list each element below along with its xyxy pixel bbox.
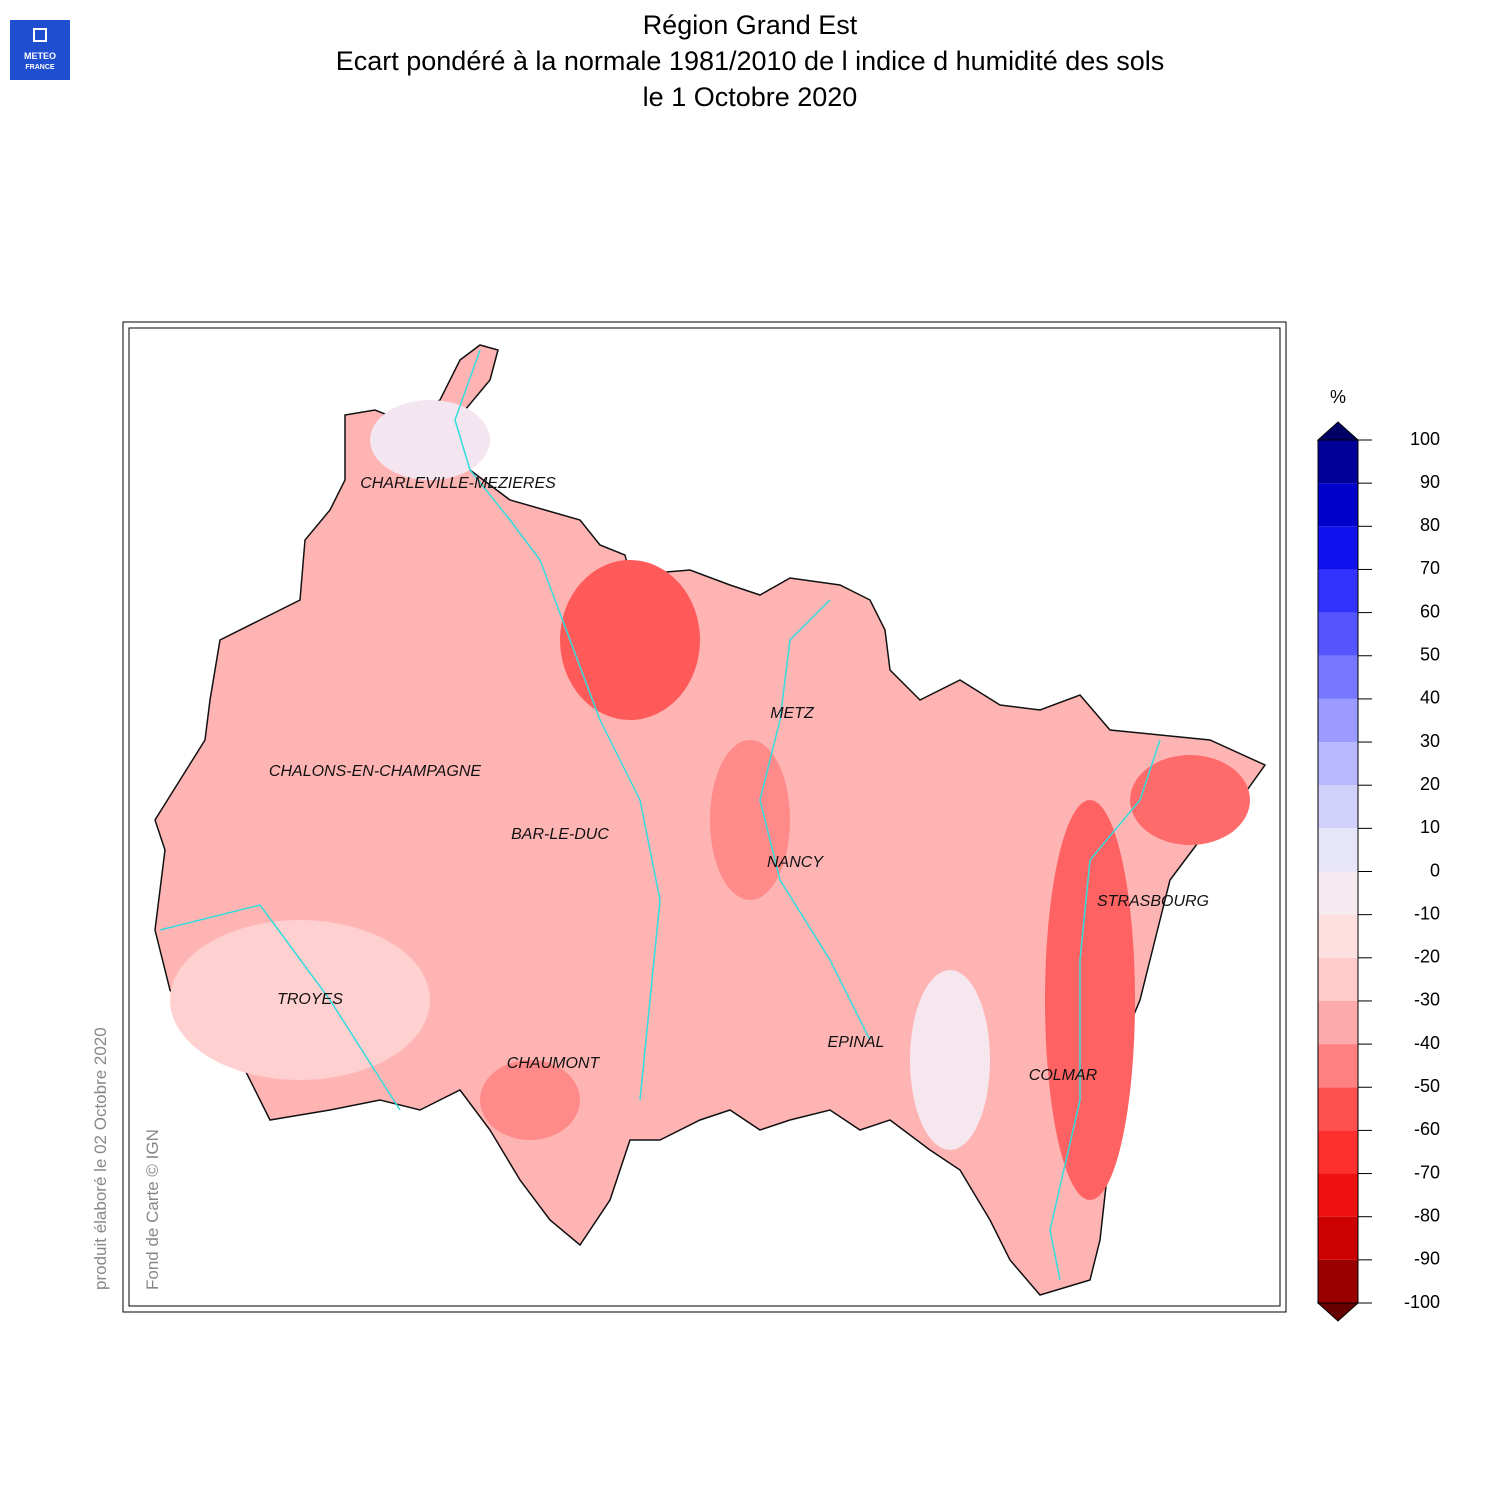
city-label: CHALONS-EN-CHAMPAGNE — [269, 763, 482, 780]
title: Ecart pondéré à la normale 1981/2010 de … — [336, 46, 1165, 76]
zone — [1045, 800, 1135, 1200]
legend-tick-label: -20 — [1414, 947, 1440, 967]
river — [159, 904, 401, 1111]
legend-tick-label: 10 — [1420, 817, 1440, 837]
legend-bin — [1318, 742, 1358, 786]
legend-tick-label: 80 — [1420, 515, 1440, 535]
legend-bin — [1318, 1000, 1358, 1045]
legend-tick-label: -10 — [1414, 903, 1440, 923]
legend-bin — [1318, 1173, 1358, 1217]
legend-bin — [1318, 569, 1358, 613]
legend-tick-label: -100 — [1404, 1292, 1440, 1312]
legend-bin — [1318, 1259, 1358, 1303]
legend-bin — [1318, 1216, 1358, 1260]
city-label: NANCY — [767, 854, 824, 871]
legend-tick-label: -80 — [1414, 1205, 1440, 1225]
legend-tick-label: 70 — [1420, 558, 1440, 578]
legend-tick-label: 0 — [1430, 860, 1440, 880]
city-label: BAR-LE-DUC — [511, 826, 609, 843]
logo-text: FRANCE — [25, 64, 54, 71]
legend-tick-label: 30 — [1420, 731, 1440, 751]
credit: Fond de Carte © IGN — [143, 1129, 162, 1290]
zone — [370, 400, 490, 480]
legend-bin — [1318, 1130, 1358, 1174]
legend-tick-label: -90 — [1414, 1249, 1440, 1269]
zone — [170, 920, 430, 1080]
legend-bin — [1318, 785, 1358, 829]
legend-bin — [1318, 698, 1358, 743]
legend-bin — [1318, 1044, 1358, 1088]
map-frame — [128, 327, 1281, 1307]
zone — [1130, 755, 1250, 845]
legend-bin — [1318, 871, 1358, 915]
title: Région Grand Est — [643, 10, 858, 40]
logo-text: METEO — [24, 51, 56, 61]
legend-tick-label: -60 — [1414, 1119, 1440, 1139]
logo-icon — [33, 28, 47, 42]
river — [759, 599, 871, 1041]
legend-bin — [1318, 655, 1358, 699]
legend-tick-label: 90 — [1420, 472, 1440, 492]
zone — [710, 740, 790, 900]
legend-tick-label: -70 — [1414, 1162, 1440, 1182]
city-label: CHARLEVILLE-MEZIERES — [360, 475, 556, 492]
legend-tick-label: -30 — [1414, 990, 1440, 1010]
city-label: CHAUMONT — [507, 1055, 601, 1072]
river — [454, 349, 661, 1101]
city-label: TROYES — [277, 991, 343, 1008]
title: le 1 Octobre 2020 — [643, 82, 858, 112]
legend-tick-label: 100 — [1410, 429, 1440, 449]
legend-bin — [1318, 612, 1358, 656]
river — [1049, 739, 1161, 1281]
legend-bin — [1318, 483, 1358, 527]
legend-bin — [1318, 526, 1358, 570]
zone — [480, 1060, 580, 1140]
legend-over — [1316, 421, 1360, 441]
legend-tick-label: 20 — [1420, 774, 1440, 794]
legend-bin — [1318, 957, 1358, 1001]
city-label: COLMAR — [1029, 1067, 1098, 1084]
legend-tick-label: 40 — [1420, 688, 1440, 708]
zone — [560, 560, 700, 720]
legend-tick-label: 50 — [1420, 645, 1440, 665]
legend-bin — [1318, 1087, 1358, 1131]
zone — [910, 970, 990, 1150]
city-label: METZ — [770, 705, 815, 722]
map-frame — [122, 321, 1287, 1313]
legend-bin — [1318, 440, 1358, 484]
legend-tick-label: 60 — [1420, 601, 1440, 621]
legend-under — [1316, 1302, 1360, 1322]
region-map — [154, 344, 1267, 1296]
legend-bin — [1318, 914, 1358, 958]
legend-tick-label: -50 — [1414, 1076, 1440, 1096]
legend-tick-label: -40 — [1414, 1033, 1440, 1053]
city-label: STRASBOURG — [1097, 893, 1209, 910]
city-label: EPINAL — [828, 1034, 885, 1051]
credit: produit élaboré le 02 Octobre 2020 — [91, 1027, 110, 1290]
legend-bin — [1318, 828, 1358, 872]
legend-unit: % — [1330, 387, 1346, 407]
